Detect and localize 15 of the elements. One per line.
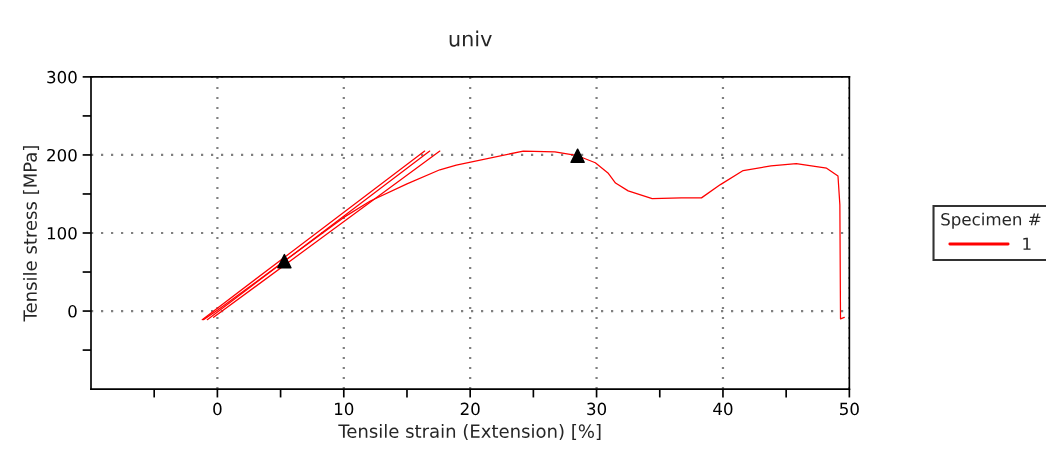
x-tick-label: 10 (335, 402, 354, 416)
y-tick-label: 300 (47, 70, 77, 84)
chart-title: univ (449, 30, 492, 47)
y-tick-label: 0 (68, 305, 77, 318)
y-tick-label: 200 (47, 148, 77, 162)
y-tick-label: 100 (47, 226, 77, 240)
legend-label: 1 (1023, 237, 1031, 250)
x-tick-label: 30 (587, 402, 607, 416)
y-axis-title: Tensile stress [MPa] (22, 146, 40, 322)
x-tick-label: 20 (460, 402, 480, 416)
x-tick-label: 0 (213, 402, 222, 416)
x-tick-label: 50 (840, 402, 859, 416)
legend-title: Specimen # (941, 212, 1041, 229)
x-tick-label: 40 (713, 402, 733, 416)
x-axis-title: Tensile strain (Extension) [%] (338, 423, 601, 441)
